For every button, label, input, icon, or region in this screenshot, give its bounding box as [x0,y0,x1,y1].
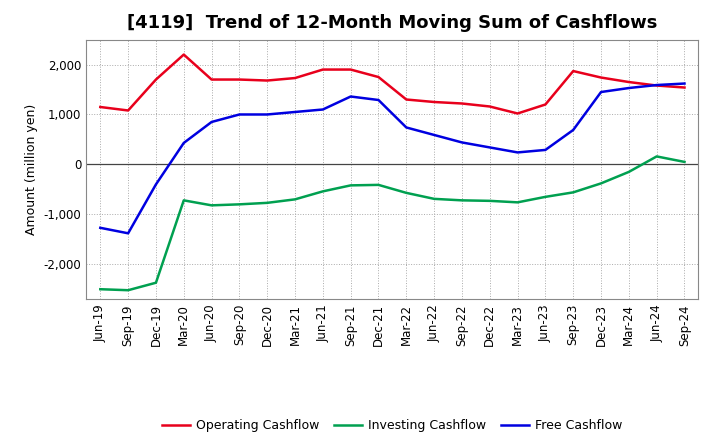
Free Cashflow [318,107,327,112]
Investing Cashflow [569,190,577,195]
Free Cashflow [96,225,104,231]
Investing Cashflow [263,200,271,205]
Investing Cashflow [430,196,438,202]
Investing Cashflow [124,288,132,293]
Investing Cashflow [235,202,243,207]
Free Cashflow [458,140,467,145]
Operating Cashflow [624,79,633,84]
Operating Cashflow [374,74,383,80]
Free Cashflow [152,182,161,187]
Investing Cashflow [485,198,494,203]
Free Cashflow [680,81,689,86]
Investing Cashflow [652,154,661,159]
Line: Free Cashflow: Free Cashflow [100,84,685,233]
Free Cashflow [513,150,522,155]
Investing Cashflow [541,194,550,199]
Line: Operating Cashflow: Operating Cashflow [100,55,685,114]
Free Cashflow [430,132,438,138]
Operating Cashflow [263,78,271,83]
Operating Cashflow [291,75,300,81]
Investing Cashflow [152,280,161,286]
Investing Cashflow [291,197,300,202]
Free Cashflow [541,147,550,153]
Free Cashflow [263,112,271,117]
Operating Cashflow [652,83,661,88]
Operating Cashflow [179,52,188,57]
Line: Investing Cashflow: Investing Cashflow [100,156,685,290]
Title: [4119]  Trend of 12-Month Moving Sum of Cashflows: [4119] Trend of 12-Month Moving Sum of C… [127,15,657,33]
Legend: Operating Cashflow, Investing Cashflow, Free Cashflow: Operating Cashflow, Investing Cashflow, … [158,414,627,437]
Investing Cashflow [346,183,355,188]
Free Cashflow [235,112,243,117]
Operating Cashflow [680,85,689,90]
Y-axis label: Amount (million yen): Amount (million yen) [25,104,38,235]
Free Cashflow [346,94,355,99]
Operating Cashflow [485,104,494,109]
Operating Cashflow [430,99,438,105]
Free Cashflow [569,127,577,132]
Operating Cashflow [569,68,577,73]
Operating Cashflow [513,111,522,116]
Free Cashflow [597,89,606,95]
Operating Cashflow [597,75,606,80]
Investing Cashflow [513,200,522,205]
Operating Cashflow [96,104,104,110]
Free Cashflow [485,145,494,150]
Operating Cashflow [152,77,161,82]
Free Cashflow [402,125,410,130]
Operating Cashflow [207,77,216,82]
Operating Cashflow [458,101,467,106]
Investing Cashflow [597,181,606,186]
Operating Cashflow [318,67,327,72]
Investing Cashflow [458,198,467,203]
Free Cashflow [624,85,633,91]
Investing Cashflow [179,198,188,203]
Free Cashflow [179,140,188,146]
Free Cashflow [652,82,661,88]
Operating Cashflow [124,108,132,113]
Investing Cashflow [96,286,104,292]
Investing Cashflow [374,182,383,187]
Operating Cashflow [402,97,410,102]
Free Cashflow [374,97,383,103]
Investing Cashflow [207,203,216,208]
Investing Cashflow [318,189,327,194]
Operating Cashflow [346,67,355,72]
Investing Cashflow [624,169,633,175]
Free Cashflow [291,110,300,115]
Operating Cashflow [235,77,243,82]
Free Cashflow [124,231,132,236]
Investing Cashflow [680,159,689,165]
Operating Cashflow [541,102,550,107]
Free Cashflow [207,119,216,125]
Investing Cashflow [402,190,410,195]
